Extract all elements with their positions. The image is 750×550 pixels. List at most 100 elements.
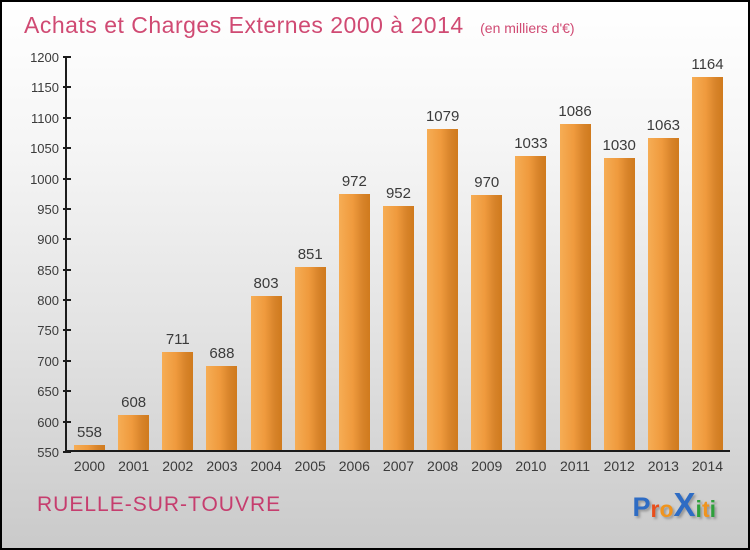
y-tick-label: 1150	[31, 80, 59, 96]
y-tick-mark	[63, 147, 71, 150]
y-tick-mark	[63, 86, 71, 89]
bar	[603, 158, 635, 450]
bar-column: 1164 2014	[691, 56, 724, 474]
bar-value-label: 952	[385, 185, 411, 202]
chart-header: Achats et Charges Externes 2000 à 2014 (…	[24, 12, 575, 39]
bar-column: 558 2000	[74, 57, 105, 474]
y-tick-label: 800	[37, 293, 59, 309]
bar	[559, 124, 591, 450]
y-tick-label: 1000	[30, 171, 59, 187]
bar-value-label: 558	[76, 424, 103, 441]
x-tick-label: 2001	[118, 458, 150, 474]
bar-column: 851 2005	[294, 57, 326, 474]
bar-value-label: 1164	[691, 56, 724, 73]
bar-value-label: 1030	[602, 137, 636, 154]
y-tick-mark	[63, 56, 71, 58]
x-tick-label: 2002	[162, 458, 194, 474]
location-label: RUELLE-SUR-TOUVRE	[37, 493, 282, 516]
bar	[250, 296, 282, 450]
x-tick-label: 2006	[338, 458, 370, 474]
x-tick-label: 2013	[647, 458, 679, 474]
bar-chart-plot-area: 550 600 650 700 750 800 850 900 950 1000 1050 1100 1…	[30, 50, 730, 474]
y-tick-mark	[63, 420, 71, 423]
bar-column: 952 2007	[382, 57, 414, 474]
y-tick-label: 1050	[30, 141, 59, 157]
logo-letter: i	[695, 496, 702, 522]
bar-value-label: 608	[121, 394, 147, 411]
x-tick-label: 2005	[294, 458, 326, 474]
y-tick-label: 850	[37, 262, 59, 278]
x-tick-label: 2004	[250, 458, 282, 474]
chart-title: Achats et Charges Externes 2000 à 2014	[24, 12, 464, 38]
bar-column: 1063 2013	[646, 57, 681, 474]
bar-column: 1030 2012	[602, 57, 636, 474]
chart-subtitle: (en milliers d'€)	[480, 20, 575, 36]
y-tick-label: 550	[37, 445, 59, 460]
bar-column: 688 2003	[206, 57, 238, 474]
bar	[74, 445, 105, 450]
y-tick-label: 750	[37, 323, 59, 339]
bar-series: 558 2000 608 2001 711 2002 688 2003 803 2004 851 20…	[67, 56, 730, 474]
logo-letter: P	[632, 492, 651, 522]
bar-value-label: 1063	[646, 117, 681, 134]
y-tick-mark	[63, 238, 71, 241]
y-tick-label: 1200	[30, 50, 59, 65]
x-tick-label: 2011	[559, 458, 591, 474]
logo-letter: o	[659, 496, 674, 522]
logo-letter: t	[701, 496, 710, 522]
bar	[162, 352, 194, 450]
x-tick-label: 2008	[427, 458, 459, 474]
logo-letter: r	[650, 496, 660, 522]
bar-value-label: 1086	[558, 103, 592, 120]
bar-value-label: 1079	[425, 108, 460, 125]
bar	[294, 267, 326, 450]
y-tick-mark	[63, 329, 71, 332]
y-tick-mark	[63, 390, 71, 393]
bar-column: 608 2001	[118, 57, 150, 474]
y-tick-mark	[63, 451, 71, 453]
x-tick-label: 2003	[206, 458, 238, 474]
bar-value-label: 851	[297, 246, 323, 263]
y-tick-mark	[63, 299, 71, 302]
bar-column: 1086 2011	[558, 57, 592, 474]
bar-column: 1079 2008	[425, 57, 460, 474]
y-tick-label: 650	[37, 384, 59, 400]
y-tick-mark	[63, 268, 71, 271]
bar-column: 711 2002	[162, 57, 194, 474]
bar-value-label: 688	[209, 345, 235, 362]
bar-value-label: 1033	[514, 135, 548, 152]
y-tick-mark	[63, 116, 71, 119]
bar	[338, 194, 370, 450]
x-tick-label: 2009	[471, 458, 503, 474]
x-tick-label: 2010	[515, 458, 547, 474]
y-tick-label: 1100	[31, 110, 59, 126]
bar-value-label: 711	[165, 331, 190, 348]
y-tick-mark	[63, 359, 71, 362]
y-tick-label: 950	[37, 201, 59, 217]
logo-letter: i	[709, 496, 716, 522]
bar-column: 1033 2010	[514, 57, 548, 474]
bar	[647, 138, 679, 450]
logo-letter: X	[673, 486, 696, 523]
x-tick-label: 2012	[603, 458, 635, 474]
bar-value-label: 970	[474, 174, 500, 191]
x-tick-label: 2000	[73, 458, 106, 474]
x-tick-label: 2014	[691, 458, 724, 474]
bar	[427, 129, 459, 450]
bar-value-label: 972	[341, 173, 367, 190]
bar	[382, 206, 414, 450]
x-tick-label: 2007	[382, 458, 415, 474]
bar-value-label: 803	[253, 275, 279, 292]
bar-column: 972 2006	[338, 57, 370, 474]
bar	[206, 366, 238, 450]
bar	[118, 415, 150, 450]
bar	[515, 156, 547, 450]
y-tick-label: 700	[37, 353, 59, 369]
y-tick-label: 900	[37, 232, 59, 248]
bar	[691, 77, 723, 450]
bar-column: 803 2004	[250, 57, 282, 474]
y-tick-mark	[63, 207, 71, 210]
bar	[471, 195, 503, 450]
